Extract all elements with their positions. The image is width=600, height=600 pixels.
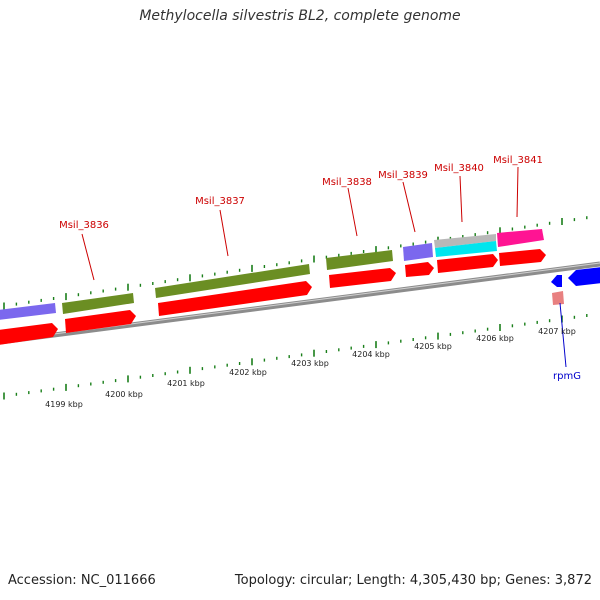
feature-bar-olive-3836 [62, 293, 134, 314]
gene-label-msil-3840: Msil_3840 [434, 163, 484, 174]
gene-label-msil-3836: Msil_3836 [59, 220, 109, 231]
gene-label-rpmG: rpmG [553, 371, 581, 382]
feature-bar-olive-3838 [326, 250, 393, 270]
feature-bar-purple-left [0, 303, 56, 320]
upper-tick-row [3, 216, 588, 310]
scale-label-4200: 4200 kbp [105, 390, 143, 399]
scale-label-4207: 4207 kbp [538, 327, 576, 336]
gene-label-msil-3839: Msil_3839 [378, 170, 428, 181]
gene-label-leaders [81, 166, 567, 368]
feature-bar-olive-3837 [155, 264, 310, 298]
scale-label-4205: 4205 kbp [414, 342, 452, 351]
gene-label-msil-3837: Msil_3837 [195, 196, 245, 207]
rna-feature-pink [552, 291, 564, 305]
reverse-strand-track [551, 267, 600, 305]
leader-msil-3838 [347, 187, 358, 237]
cds-arrow-blue-right [568, 267, 600, 286]
cds-arrow-blue-rpmG [551, 275, 562, 287]
scale-tick-row [3, 314, 588, 400]
scale-labels: 4199 kbp 4200 kbp 4201 kbp 4202 kbp 4203… [45, 327, 576, 409]
scale-label-4202: 4202 kbp [229, 368, 267, 377]
scale-label-4204: 4204 kbp [352, 350, 390, 359]
cds-arrow-3841 [499, 249, 546, 266]
gene-labels: Msil_3836 Msil_3837 Msil_3838 Msil_3839 … [59, 155, 581, 382]
cds-arrow-3836 [65, 310, 136, 333]
scale-label-4201: 4201 kbp [167, 379, 205, 388]
scale-label-4203: 4203 kbp [291, 359, 329, 368]
genome-summary-text: Topology: circular; Length: 4,305,430 bp… [234, 573, 592, 588]
leader-rpmG [559, 302, 567, 368]
leader-msil-3836 [81, 233, 95, 281]
feature-bar-purple-3839 [403, 243, 433, 261]
map-title: Methylocella silvestris BL2, complete ge… [139, 8, 461, 24]
feature-bar-cyan-3840 [435, 241, 497, 257]
cog-feature-track [0, 229, 544, 320]
feature-bar-gray-3840 [434, 234, 496, 248]
cds-arrow-3840 [437, 254, 498, 273]
leader-msil-3840 [459, 175, 463, 223]
feature-bar-magenta-3841 [497, 229, 544, 247]
cds-arrow-3839 [405, 262, 434, 277]
leader-msil-3839 [402, 181, 416, 233]
accession-text: Accession: NC_011666 [8, 573, 156, 588]
cds-track [0, 249, 546, 345]
cds-arrow-3837 [158, 281, 312, 316]
genome-backbone [0, 261, 600, 345]
cds-arrow-left [0, 323, 58, 345]
scale-label-4206: 4206 kbp [476, 334, 514, 343]
leader-msil-3837 [219, 209, 229, 257]
leader-msil-3841 [516, 166, 519, 218]
scale-label-4199: 4199 kbp [45, 400, 83, 409]
cds-arrow-3838 [329, 268, 396, 288]
gene-label-msil-3838: Msil_3838 [322, 177, 372, 188]
gene-label-msil-3841: Msil_3841 [493, 155, 543, 166]
